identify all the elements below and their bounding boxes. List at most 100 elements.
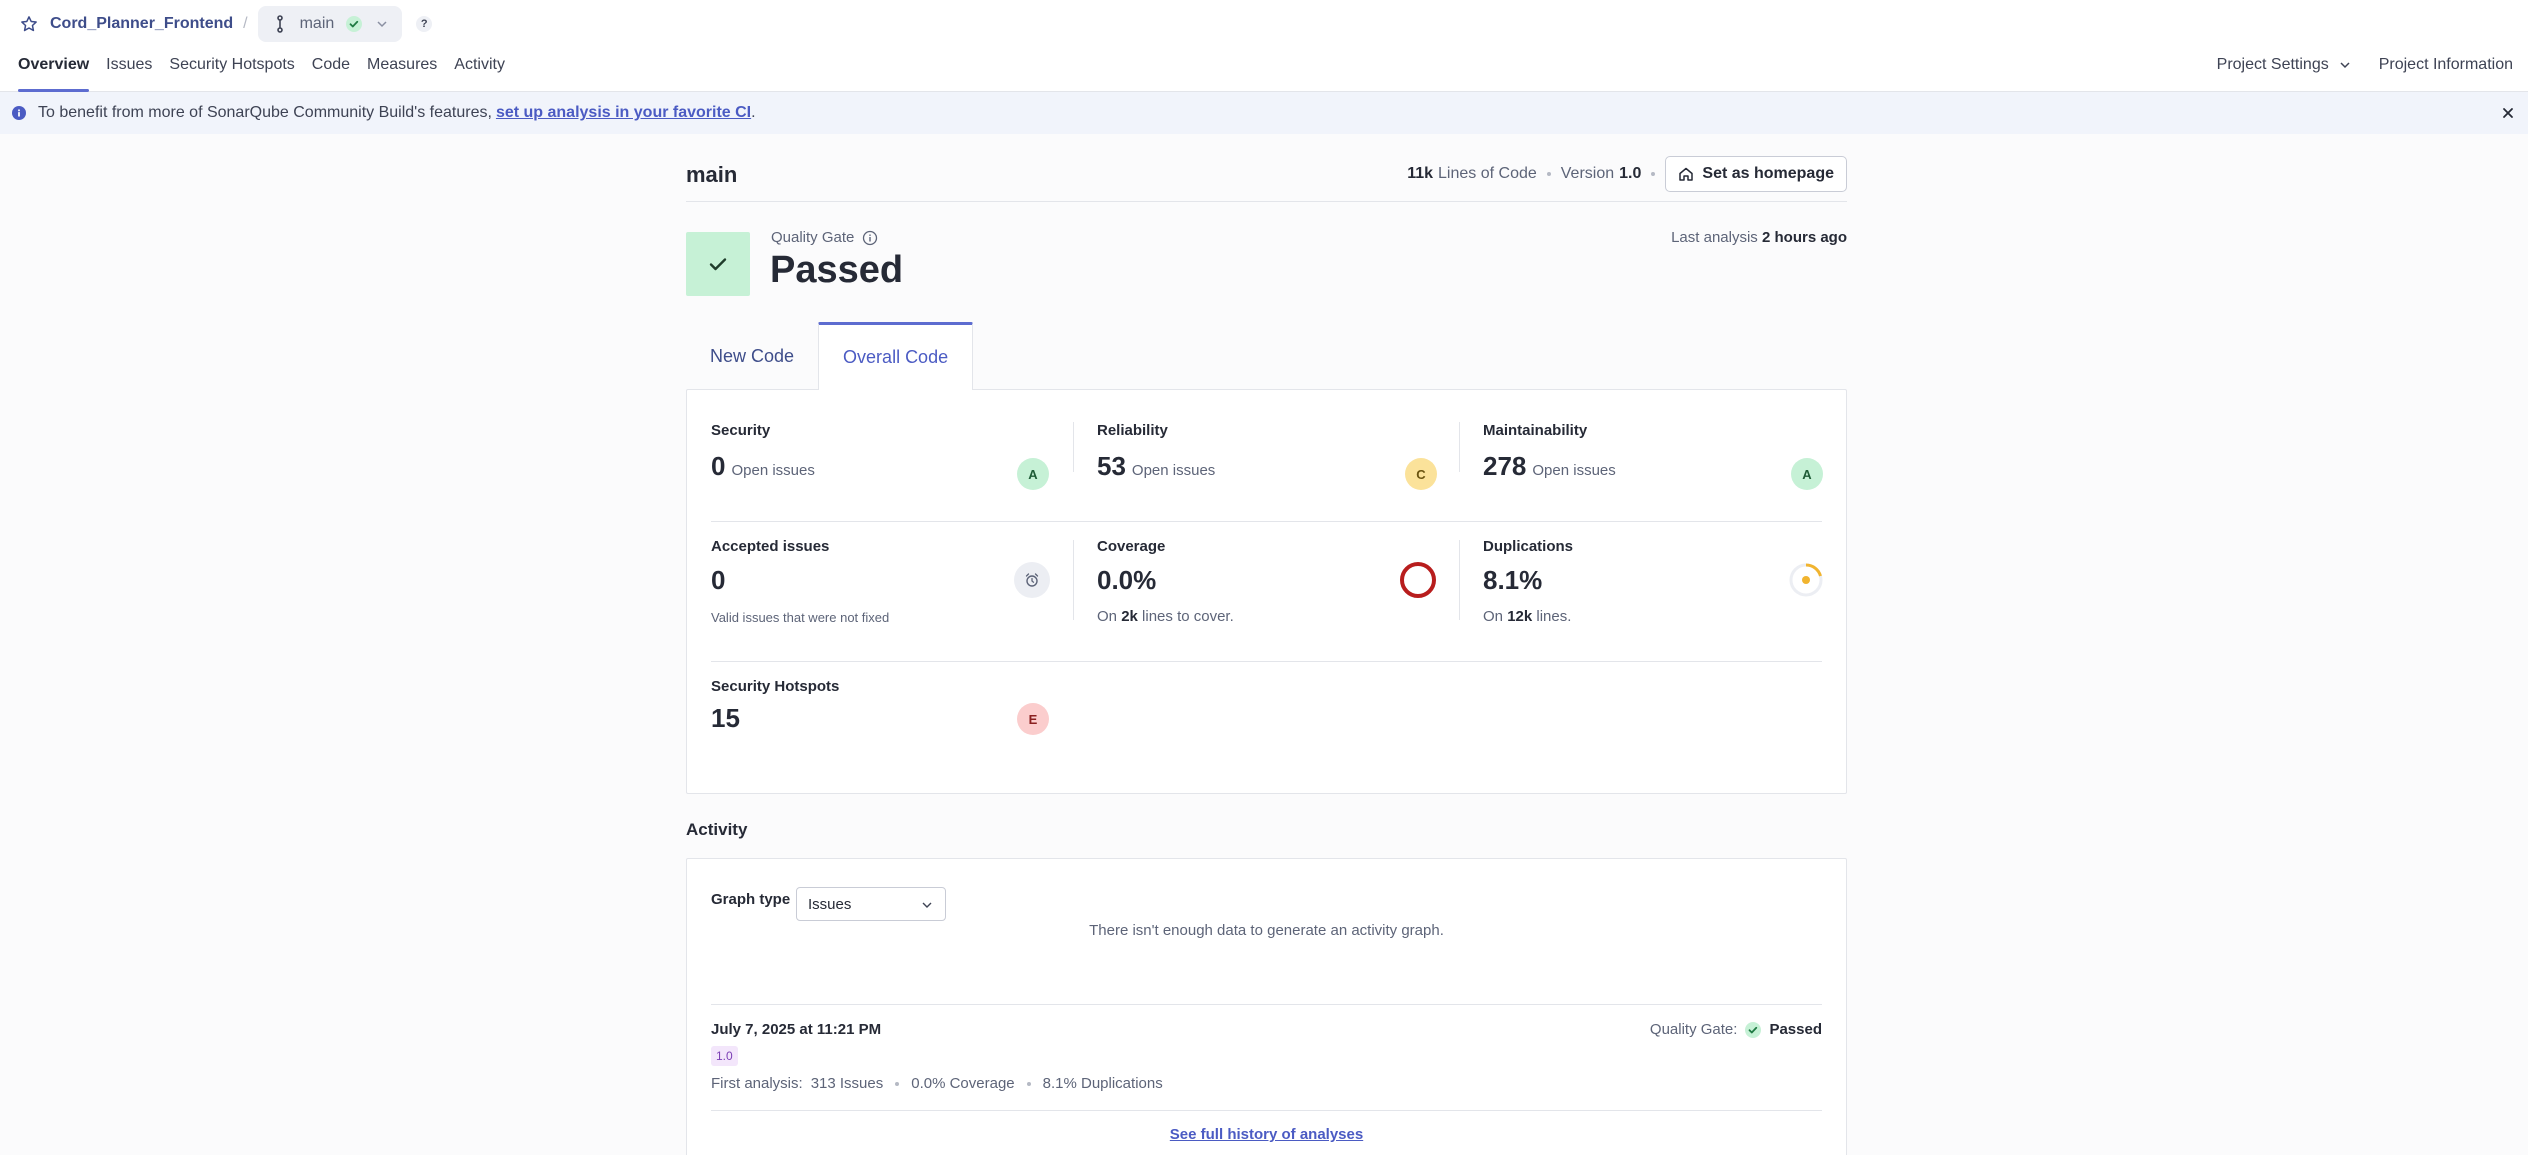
reliability-title: Reliability <box>1097 422 1168 439</box>
nav-right: Project Settings Project Information <box>2189 52 2513 78</box>
security-hotspots-title: Security Hotspots <box>711 678 840 695</box>
meta-dot <box>1651 172 1656 176</box>
security-hotspots-value[interactable]: 15 <box>711 703 740 733</box>
project-nav: Overview Issues Security Hotspots Code M… <box>18 52 522 92</box>
no-data-message: There isn't enough data to generate an a… <box>1089 922 1444 939</box>
first-analysis-label: First analysis: <box>711 1075 803 1092</box>
last-analysis: Last analysis 2 hours ago <box>1671 229 1847 246</box>
nav-overview[interactable]: Overview <box>18 52 90 92</box>
code-tabs: New Code Overall Code <box>686 322 974 390</box>
project-information-link[interactable]: Project Information <box>2378 56 2513 73</box>
top-bar: Cord_Planner_Frontend / main ? Overview … <box>0 0 2528 92</box>
full-history-link[interactable]: See full history of analyses <box>1169 1126 1364 1143</box>
security-title: Security <box>711 422 771 439</box>
nav-issues[interactable]: Issues <box>106 56 153 73</box>
maintainability-title: Maintainability <box>1483 422 1588 439</box>
quality-gate-status-box <box>686 232 750 296</box>
check-icon <box>346 16 363 32</box>
analysis-coverage: 0.0% Coverage <box>911 1075 1015 1092</box>
set-homepage-label: Set as homepage <box>1702 165 1834 182</box>
breadcrumb-separator: / <box>243 15 248 32</box>
reliability-measure: Reliability 53 Open issues <box>1097 422 1215 482</box>
main-content: main 11k Lines of Code Version 1.0 Set a… <box>686 150 1847 326</box>
quality-gate-label: Quality Gate <box>771 229 855 246</box>
graph-type-label: Graph type <box>711 891 791 908</box>
chevron-down-icon <box>922 902 932 908</box>
project-name-link[interactable]: Cord_Planner_Frontend <box>50 15 234 32</box>
set-homepage-button[interactable]: Set as homepage <box>1665 156 1847 192</box>
branch-title: main <box>686 162 738 187</box>
security-rating[interactable]: A <box>1017 458 1049 490</box>
quality-gate-section <box>686 202 1847 326</box>
coverage-measure: Coverage 0.0% On 2k lines to cover. <box>1097 538 1234 625</box>
version-label: Version <box>1560 165 1615 182</box>
version-value: 1.0 <box>1619 165 1642 182</box>
check-icon <box>1745 1021 1762 1038</box>
project-settings-label: Project Settings <box>2216 56 2329 73</box>
chevron-down-icon <box>377 21 387 28</box>
accepted-issues-value[interactable]: 0 <box>711 565 726 595</box>
divider <box>711 521 1822 522</box>
reliability-value[interactable]: 53 Open issues <box>1097 451 1216 481</box>
branch-selector[interactable]: main <box>257 6 403 42</box>
branch-header: main 11k Lines of Code Version 1.0 Set a… <box>686 150 1847 202</box>
project-breadcrumb: Cord_Planner_Frontend / main ? <box>20 6 433 42</box>
analysis-duplications: 8.1% Duplications <box>1042 1075 1163 1092</box>
nav-code[interactable]: Code <box>311 56 351 73</box>
maintainability-value[interactable]: 278 Open issues <box>1483 451 1616 481</box>
analysis-stats: First analysis: 313 Issues 0.0% Coverage… <box>711 1075 1163 1092</box>
reliability-rating[interactable]: C <box>1405 458 1437 490</box>
maintainability-rating[interactable]: A <box>1791 458 1823 490</box>
loc-value: 11k <box>1407 165 1434 182</box>
nav-measures[interactable]: Measures <box>367 56 438 73</box>
coverage-value[interactable]: 0.0% <box>1097 565 1157 595</box>
duplications-value[interactable]: 8.1% <box>1483 565 1543 595</box>
security-hotspots-rating[interactable]: E <box>1017 703 1049 735</box>
security-measure: Security 0 Open issues <box>711 422 815 482</box>
security-hotspots-measure: Security Hotspots 15 <box>711 678 839 734</box>
branch-meta: 11k Lines of Code Version 1.0 Set as hom… <box>1407 156 1847 192</box>
analysis-date: July 7, 2025 at 11:21 PM <box>711 1021 882 1038</box>
info-circle-icon[interactable] <box>862 230 878 246</box>
star-icon[interactable] <box>20 15 38 33</box>
info-icon <box>12 106 26 120</box>
help-icon[interactable]: ? <box>416 16 433 32</box>
meta-dot <box>1026 1081 1031 1086</box>
divider <box>1459 540 1460 620</box>
divider <box>711 1004 1822 1005</box>
nav-activity[interactable]: Activity <box>454 56 505 73</box>
coverage-ring-icon <box>1400 562 1436 598</box>
banner-text: To benefit from more of SonarQube Commun… <box>38 104 756 121</box>
branch-icon <box>276 15 283 33</box>
divider <box>711 1110 1822 1111</box>
analysis-quality-gate: Quality Gate: Passed <box>1650 1021 1822 1038</box>
security-value[interactable]: 0 Open issues <box>711 451 815 481</box>
tab-overall-code[interactable]: Overall Code <box>818 322 974 390</box>
divider <box>1459 422 1460 472</box>
duplications-ring-icon <box>1789 563 1823 597</box>
check-icon <box>709 258 727 271</box>
accepted-issues-measure: Accepted issues 0 Valid issues that were… <box>711 538 889 625</box>
setup-ci-link[interactable]: set up analysis in your favorite CI <box>495 104 752 121</box>
graph-type-value: Issues <box>808 895 852 913</box>
version-badge: 1.0 <box>711 1046 738 1066</box>
close-icon[interactable] <box>2500 105 2516 121</box>
quality-gate-status: Passed <box>770 249 904 291</box>
analysis-qg-label: Quality Gate: <box>1649 1021 1738 1038</box>
divider <box>1073 540 1074 620</box>
accepted-issues-description: Valid issues that were not fixed <box>711 610 890 625</box>
nav-security-hotspots[interactable]: Security Hotspots <box>169 56 295 73</box>
duplications-measure: Duplications 8.1% On 12k lines. <box>1483 538 1573 625</box>
meta-dot <box>1546 172 1551 176</box>
info-banner: To benefit from more of SonarQube Commun… <box>0 92 2528 134</box>
project-settings-menu[interactable]: Project Settings <box>2217 56 2351 74</box>
chevron-down-icon <box>2340 62 2350 69</box>
meta-dot <box>895 1081 900 1086</box>
quality-gate-label-row: Quality Gate <box>771 229 878 246</box>
graph-type-select[interactable]: Issues <box>796 887 946 921</box>
duplications-title: Duplications <box>1483 538 1574 555</box>
home-icon <box>1679 167 1694 181</box>
measures-card: Security 0 Open issues A Reliability 53 Op… <box>686 389 1847 794</box>
tab-new-code[interactable]: New Code <box>710 345 795 366</box>
alarm-clock-icon <box>1014 562 1050 598</box>
